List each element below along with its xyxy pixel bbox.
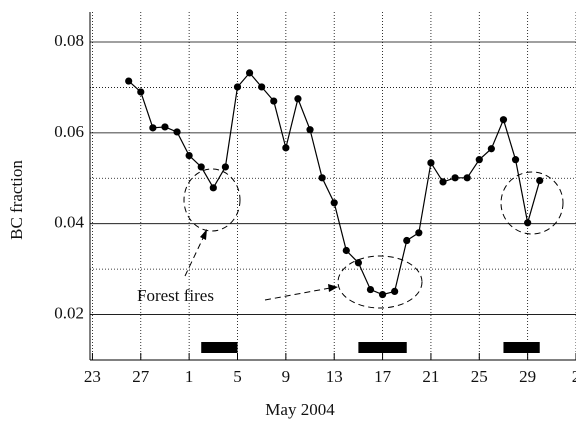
arrow <box>264 287 331 301</box>
data-point <box>451 174 459 182</box>
data-point <box>463 174 471 182</box>
x-tick-label: 21 <box>422 367 439 386</box>
data-point <box>149 124 157 132</box>
data-point <box>427 159 435 167</box>
data-point <box>524 219 532 227</box>
data-point <box>342 246 350 255</box>
data-point <box>221 163 230 171</box>
arrow-head <box>200 229 207 240</box>
arrow-head <box>328 284 338 292</box>
data-point <box>330 199 338 207</box>
x-tick-label: 23 <box>84 367 101 386</box>
data-point <box>125 77 133 85</box>
x-axis-label: May 2004 <box>265 400 335 419</box>
data-point <box>270 97 278 105</box>
data-point <box>403 236 411 245</box>
x-tick-label: 13 <box>326 367 343 386</box>
data-point <box>245 69 254 77</box>
data-point <box>161 123 169 131</box>
data-point <box>499 116 508 124</box>
annotation: Forest fires <box>137 286 214 305</box>
x-tick-label: 29 <box>519 367 536 386</box>
data-point <box>233 83 242 91</box>
x-tick-label: 9 <box>282 367 291 386</box>
data-point <box>487 145 495 153</box>
data-point <box>137 88 145 96</box>
y-tick-label: 0.04 <box>54 213 84 232</box>
data-point <box>209 184 217 192</box>
fire-period-bar <box>503 342 540 353</box>
highlight-ellipse <box>337 255 423 309</box>
x-tick-label: 2 <box>572 367 576 386</box>
data-point <box>366 285 375 294</box>
x-tick-label: 25 <box>471 367 488 386</box>
x-tick-label: 1 <box>185 367 194 386</box>
data-point <box>258 83 266 91</box>
data-point <box>536 176 544 185</box>
data-point <box>306 126 314 134</box>
data-point <box>511 156 520 164</box>
data-point <box>185 151 193 160</box>
data-point <box>439 178 447 186</box>
data-point <box>282 144 290 152</box>
data-point <box>294 95 302 103</box>
data-point <box>378 290 387 299</box>
data-point <box>391 287 399 295</box>
data-point <box>475 156 483 164</box>
y-tick-label: 0.06 <box>54 122 84 141</box>
plot: 0.02 0.04 0.06 0.08 23 27 1 5 9 13 17 21 25 29 2 <box>54 12 576 386</box>
data-point <box>415 229 423 237</box>
y-tick-label: 0.02 <box>54 303 84 322</box>
highlight-ellipse <box>500 171 564 235</box>
x-tick-label: 27 <box>132 367 150 386</box>
x-tick-label: 17 <box>374 367 392 386</box>
data-point <box>318 174 326 182</box>
fire-period-bar <box>201 342 238 353</box>
data-point <box>197 163 205 171</box>
y-axis-label: BC fraction <box>7 160 26 240</box>
y-tick-label: 0.08 <box>54 31 84 50</box>
x-tick-label: 5 <box>233 367 242 386</box>
arrow <box>184 235 205 277</box>
data-point <box>354 259 362 267</box>
fire-period-bar <box>358 342 407 353</box>
data-point <box>173 128 181 136</box>
highlight-ellipse <box>183 168 241 232</box>
